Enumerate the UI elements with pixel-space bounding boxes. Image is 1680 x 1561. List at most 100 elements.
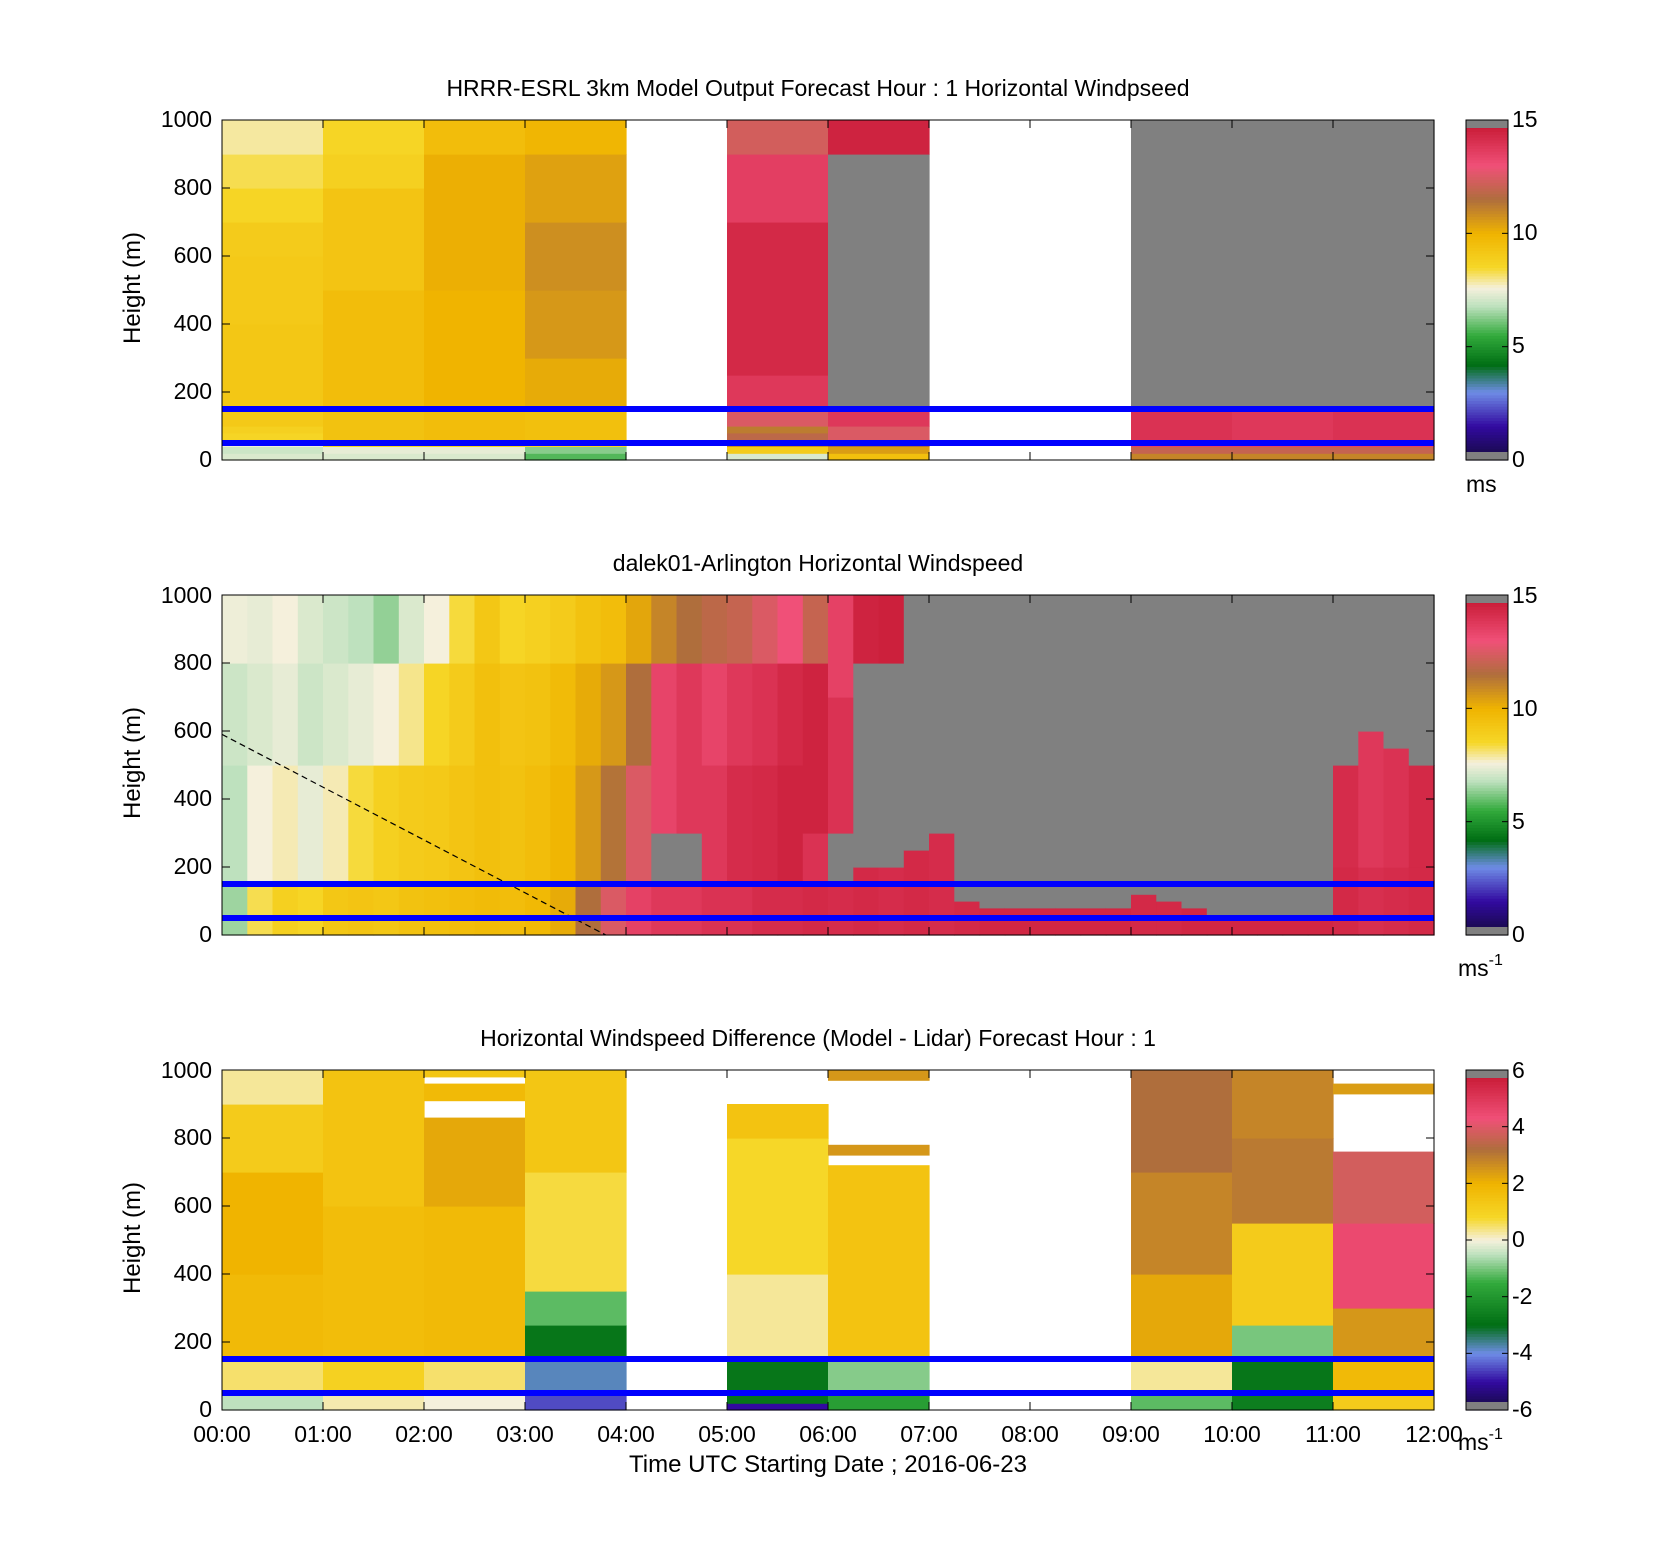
colorbar-swatch bbox=[1466, 256, 1508, 260]
heatmap-cell bbox=[348, 884, 375, 936]
colorbar-swatch bbox=[1466, 275, 1508, 280]
colorbar-swatch bbox=[1466, 1305, 1508, 1309]
heatmap-cell bbox=[1307, 595, 1334, 916]
colorbar-swatch bbox=[1466, 1081, 1508, 1085]
heatmap-cell bbox=[424, 884, 450, 936]
x-tick-1100: 11:00 bbox=[1305, 1421, 1361, 1447]
colorbar-swatch bbox=[1466, 142, 1508, 147]
colorbar-swatch bbox=[1466, 139, 1508, 144]
heatmap-cell bbox=[550, 595, 577, 664]
colorbar-frame bbox=[1465, 594, 1509, 936]
colorbar-swatch bbox=[1466, 850, 1508, 854]
colorbar-swatch bbox=[1466, 668, 1508, 673]
heatmap-cell bbox=[1408, 867, 1435, 936]
colorbar-swatch bbox=[1466, 185, 1508, 189]
heatmap-cell bbox=[727, 884, 753, 936]
heatmap-cell bbox=[727, 375, 829, 410]
heatmap-cell bbox=[424, 154, 526, 291]
heatmap-cell bbox=[727, 409, 829, 427]
colorbar-swatch bbox=[1466, 171, 1508, 175]
colorbar-swatch bbox=[1466, 1172, 1508, 1176]
colorbar-swatch bbox=[1466, 375, 1508, 379]
panel-diff-colorbar-unit-exp: -1 bbox=[1489, 1426, 1503, 1443]
colorbar-swatch bbox=[1466, 392, 1508, 396]
colorbar-swatch bbox=[1466, 841, 1508, 845]
colorbar-swatch bbox=[1466, 1163, 1508, 1167]
heatmap-cell bbox=[222, 324, 324, 410]
colorbar-swatch bbox=[1466, 1135, 1508, 1139]
colorbar-swatch bbox=[1466, 767, 1508, 772]
colorbar-swatch bbox=[1466, 1319, 1508, 1323]
colorbar-swatch bbox=[1466, 1384, 1508, 1388]
colorbar-swatch bbox=[1466, 1123, 1508, 1128]
colorbar-end-cap-top bbox=[1466, 1070, 1508, 1078]
panel-lidar-y-tick-600: 600 bbox=[174, 717, 212, 743]
panel-model-colorbar-tick-0: 0 bbox=[1512, 446, 1525, 472]
colorbar-swatch bbox=[1466, 807, 1508, 811]
colorbar-swatch bbox=[1466, 847, 1508, 851]
colorbar-swatch bbox=[1466, 697, 1508, 701]
colorbar-swatch bbox=[1466, 1217, 1508, 1221]
colorbar-swatch bbox=[1466, 680, 1508, 684]
heatmap-cell bbox=[903, 850, 930, 936]
heatmap-cell bbox=[802, 884, 829, 936]
panel-lidar-colorbar bbox=[1465, 594, 1509, 936]
colorbar-swatch bbox=[1466, 400, 1508, 404]
heatmap-cell bbox=[424, 290, 526, 410]
heatmap-cell bbox=[297, 765, 324, 885]
colorbar-swatch bbox=[1466, 688, 1508, 692]
colorbar-swatch bbox=[1466, 646, 1508, 650]
heatmap-cell bbox=[626, 884, 652, 936]
heatmap-cell bbox=[727, 426, 829, 434]
colorbar-swatch bbox=[1466, 736, 1508, 741]
heatmap-cell bbox=[323, 120, 425, 155]
heatmap-cell bbox=[651, 595, 678, 664]
heatmap-cell bbox=[1333, 1151, 1435, 1224]
colorbar-swatch bbox=[1466, 609, 1508, 613]
heatmap-cell bbox=[550, 765, 577, 885]
heatmap-cell bbox=[701, 765, 728, 885]
colorbar-swatch bbox=[1466, 648, 1508, 653]
colorbar-swatch bbox=[1466, 1393, 1508, 1397]
colorbar-swatch bbox=[1466, 1242, 1508, 1247]
colorbar-swatch bbox=[1466, 773, 1508, 777]
colorbar-swatch bbox=[1466, 677, 1508, 681]
heatmap-cell bbox=[828, 120, 930, 155]
heatmap-cell bbox=[878, 663, 905, 868]
heatmap-cell bbox=[424, 409, 526, 441]
colorbar-swatch bbox=[1466, 210, 1508, 215]
heatmap-cell bbox=[1131, 446, 1233, 454]
colorbar-swatch bbox=[1466, 733, 1508, 738]
colorbar-swatch bbox=[1466, 898, 1508, 902]
colorbar-swatch bbox=[1466, 1104, 1508, 1108]
colorbar-swatch bbox=[1466, 383, 1508, 387]
heatmap-cell bbox=[222, 120, 324, 155]
colorbar-swatch bbox=[1466, 1206, 1508, 1210]
panel-diff-colorbar-tick-zero: 0 bbox=[1512, 1226, 1525, 1252]
heatmap-cell bbox=[424, 1117, 526, 1207]
heatmap-cell bbox=[727, 1104, 829, 1139]
heatmap-cell bbox=[828, 154, 930, 410]
heatmap-cell bbox=[828, 453, 930, 461]
colorbar-swatch bbox=[1466, 1208, 1508, 1213]
heatmap-cell bbox=[1131, 120, 1233, 410]
heatmap-cell bbox=[1105, 907, 1132, 936]
heatmap-cell bbox=[1131, 1070, 1233, 1173]
heatmap-cell bbox=[676, 833, 703, 885]
colorbar-swatch bbox=[1466, 1330, 1508, 1335]
colorbar-swatch bbox=[1466, 380, 1508, 385]
colorbar-swatch bbox=[1466, 906, 1508, 911]
colorbar-swatch bbox=[1466, 406, 1508, 410]
heatmap-cell bbox=[499, 765, 526, 885]
heatmap-cell bbox=[424, 663, 450, 766]
heatmap-cell bbox=[575, 765, 602, 885]
colorbar-swatch bbox=[1466, 892, 1508, 896]
heatmap-cell bbox=[802, 663, 829, 834]
heatmap-cell bbox=[525, 290, 627, 359]
heatmap-cell bbox=[828, 1144, 930, 1156]
colorbar-end-cap-bottom bbox=[1466, 452, 1508, 460]
panel-lidar-y-tick-800: 800 bbox=[174, 649, 212, 675]
colorbar-swatch bbox=[1466, 1342, 1508, 1346]
colorbar-swatch bbox=[1466, 660, 1508, 664]
colorbar-swatch bbox=[1466, 131, 1508, 135]
